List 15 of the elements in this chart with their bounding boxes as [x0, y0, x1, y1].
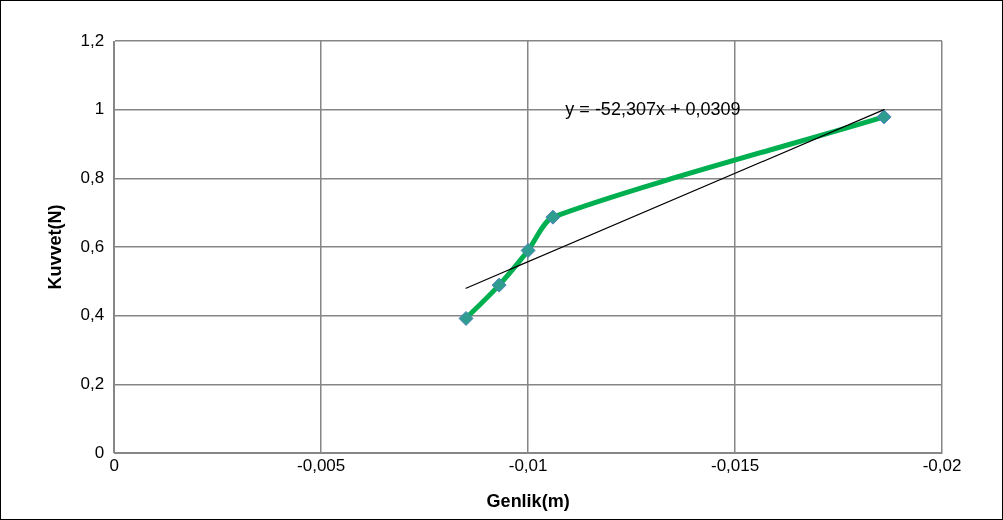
- annotation: y = -52,307x + 0,0309: [565, 99, 741, 120]
- x-axis-title: Genlik(m): [486, 491, 570, 512]
- y-axis-title: Kuvvet(N): [44, 204, 65, 290]
- x-tick-label: -0,015: [710, 455, 760, 475]
- x-tick-label: -0,02: [922, 455, 962, 475]
- x-tick-label: 0: [109, 455, 119, 475]
- y-tick-label: 0,2: [80, 374, 105, 394]
- y-tick-label: 1,2: [80, 30, 105, 50]
- x-tick-label: -0,005: [297, 455, 346, 475]
- y-tick-label: 0: [94, 442, 105, 462]
- y-tick-label: 0,4: [80, 305, 105, 325]
- y-tick-label: 0,8: [80, 168, 105, 188]
- x-tick-label: -0,01: [508, 455, 548, 475]
- y-tick-label: 1: [94, 99, 105, 119]
- y-tick-label: 0,6: [80, 236, 105, 256]
